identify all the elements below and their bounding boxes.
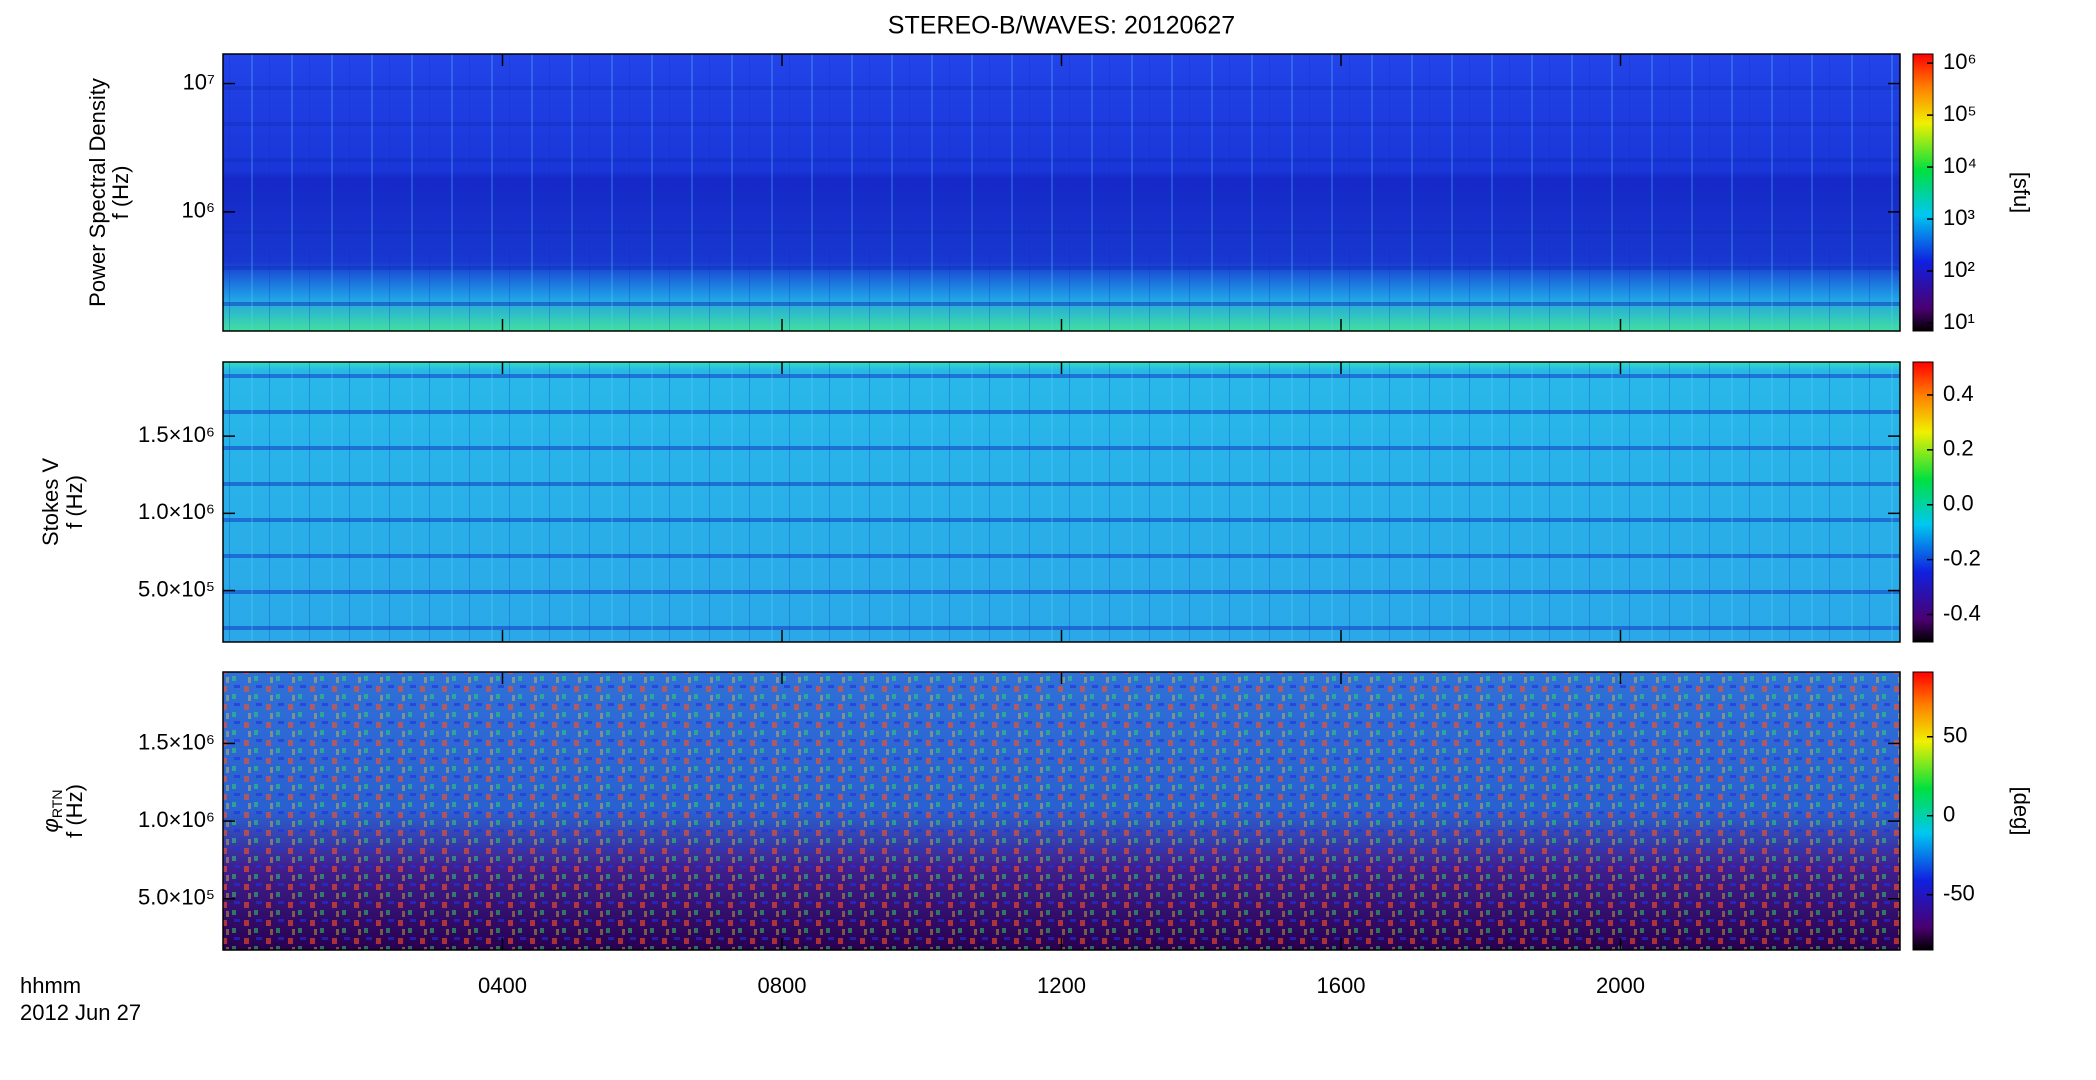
y-axis-label: Power Spectral Density: [85, 78, 110, 307]
colorbar-tick-label: 50: [1943, 723, 1967, 748]
y-axis-label: Stokes V: [38, 458, 63, 546]
x-tick-label: 1200: [1037, 973, 1086, 998]
y-axis-unit-label: f (Hz): [108, 166, 133, 220]
date-label: 2012 Jun 27: [20, 1000, 141, 1025]
colorbar-tick-label: 10⁶: [1943, 49, 1977, 74]
colorbar-tick-label: -50: [1943, 881, 1975, 906]
y-tick-label: 1.5×10⁶: [138, 729, 215, 754]
colorbar-label: [deg]: [2009, 787, 2034, 836]
colorbar: [1912, 671, 1934, 951]
y-tick-label: 5.0×10⁵: [138, 885, 215, 910]
colorbar-label: [sfu]: [2009, 172, 2034, 214]
colorbar-tick-label: 0.2: [1943, 436, 1974, 461]
colorbar: [1912, 361, 1934, 643]
spectrogram-texture: [223, 362, 1900, 642]
y-axis-label: φRTN: [38, 790, 65, 833]
x-tick-label: 0800: [758, 973, 807, 998]
y-tick-label: 10⁶: [181, 198, 215, 223]
x-axis-label: hhmm: [20, 973, 81, 998]
y-axis-label-subscript: RTN: [49, 790, 65, 819]
colorbar: [1912, 53, 1934, 332]
y-axis-unit-label: f (Hz): [62, 475, 87, 529]
colorbar-tick-label: 10⁴: [1943, 153, 1977, 178]
chart-title: STEREO-B/WAVES: 20120627: [888, 12, 1235, 40]
spectrogram-texture: [223, 54, 1900, 331]
colorbar-tick-label: -0.4: [1943, 600, 1981, 625]
colorbar-tick-label: 0.0: [1943, 491, 1974, 516]
colorbar-tick-label: 10³: [1943, 205, 1975, 230]
y-tick-label: 1.5×10⁶: [138, 422, 215, 447]
colorbar-tick-label: 10⁵: [1943, 101, 1977, 126]
y-tick-label: 5.0×10⁵: [138, 576, 215, 601]
y-tick-label: 1.0×10⁶: [138, 807, 215, 832]
y-tick-label: 1.0×10⁶: [138, 499, 215, 524]
y-axis-label-symbol: φ: [38, 818, 63, 832]
x-tick-label: 2000: [1596, 973, 1645, 998]
colorbar-tick-label: 0: [1943, 802, 1955, 827]
y-tick-label: 10⁷: [183, 69, 215, 94]
colorbar-tick-label: 10²: [1943, 257, 1975, 282]
x-tick-label: 0400: [478, 973, 527, 998]
colorbar-tick-label: 0.4: [1943, 381, 1974, 406]
x-tick-label: 1600: [1317, 973, 1366, 998]
spectrogram-texture: [223, 672, 1900, 950]
colorbar-tick-label: -0.2: [1943, 545, 1981, 570]
colorbar-tick-label: 10¹: [1943, 309, 1975, 334]
y-axis-unit-label: f (Hz): [62, 784, 87, 838]
